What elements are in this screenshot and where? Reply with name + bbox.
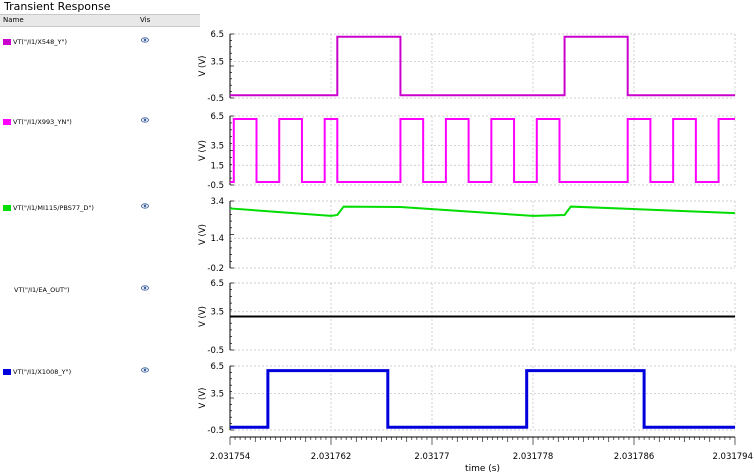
signal-trace[interactable] xyxy=(230,35,735,97)
signal-color-swatch xyxy=(3,369,11,375)
signal-trace[interactable] xyxy=(230,117,735,184)
eye-icon[interactable] xyxy=(141,36,149,44)
x-tick-label: 2.031794 xyxy=(712,452,753,462)
subplot-1: 6.5 3.5 -0.5 V (V) xyxy=(198,30,736,104)
y-tick-label: 1.4 xyxy=(210,234,224,244)
subplot-2: 6.5 3.5 1.5 -0.5 V (V) xyxy=(198,112,736,191)
y-tick-label: 3.5 xyxy=(210,142,224,152)
y-tick-label: 3.5 xyxy=(210,308,224,318)
y-axis-label: V (V) xyxy=(198,56,208,77)
signal-name: VT("/I1/X993_YN") xyxy=(13,118,72,126)
subplot-4: 6.5 3.5 -0.5 V (V) xyxy=(198,279,736,356)
x-tick-label: 2.031754 xyxy=(210,452,251,462)
x-axis: 2.031754 2.031762 2.03177 2.031778 2.031786 2… xyxy=(210,436,753,474)
signal-name: VT("/I1/X1008_Y") xyxy=(13,368,72,376)
y-tick-label: -0.5 xyxy=(207,346,224,356)
signal-trace[interactable] xyxy=(230,369,735,429)
y-tick-label: 6.5 xyxy=(210,279,224,289)
subplot-3: 3.4 1.4 -0.2 V (V) xyxy=(198,197,736,274)
y-tick-label: 3.5 xyxy=(210,57,224,67)
signal-name: VT("/I1/X548_Y") xyxy=(13,38,67,46)
signal-name: VT("/I1/MI115/PBS77_D") xyxy=(13,204,94,212)
y-axis-label: V (V) xyxy=(198,224,208,245)
signal-color-swatch xyxy=(3,119,11,125)
signal-name: VT("/I1/EA_OUT") xyxy=(14,286,70,294)
signal-list-item[interactable]: VT("/I1/X1008_Y") xyxy=(0,367,200,379)
x-tick-label: 2.031762 xyxy=(311,452,352,462)
y-tick-label: 6.5 xyxy=(210,30,224,40)
signal-list-header: Name Vis xyxy=(0,14,200,27)
y-tick-label: 6.5 xyxy=(210,112,224,122)
signal-list-item[interactable]: VT("/I1/X993_YN") xyxy=(0,117,200,129)
y-tick-label: 1.5 xyxy=(210,161,224,171)
x-tick-label: 2.031786 xyxy=(614,452,655,462)
signal-color-swatch xyxy=(3,39,11,45)
x-axis-label: time (s) xyxy=(465,464,500,474)
signal-list-item[interactable]: VT("/I1/MI115/PBS77_D") xyxy=(0,203,200,215)
y-tick-label: -0.2 xyxy=(207,264,224,274)
y-tick-label: 6.5 xyxy=(210,362,224,372)
name-column-header[interactable]: Name xyxy=(3,16,24,24)
signal-trace[interactable] xyxy=(229,205,736,217)
window-title: Transient Response xyxy=(4,0,111,13)
signal-list-item[interactable]: VT("/I1/EA_OUT") xyxy=(0,285,200,297)
subplot-5: 6.5 3.5 -0.5 V (V) xyxy=(198,362,736,436)
signal-color-swatch xyxy=(3,205,11,211)
y-tick-label: -0.5 xyxy=(207,181,224,191)
y-tick-label: 3.5 xyxy=(210,389,224,399)
eye-icon[interactable] xyxy=(141,202,149,210)
y-tick-label: -0.5 xyxy=(207,426,224,436)
y-axis-label: V (V) xyxy=(198,306,208,327)
signal-list-item[interactable]: VT("/I1/X548_Y") xyxy=(0,37,200,49)
eye-icon[interactable] xyxy=(141,116,149,124)
eye-icon[interactable] xyxy=(141,366,149,374)
x-tick-label: 2.031778 xyxy=(513,452,554,462)
eye-icon[interactable] xyxy=(141,284,149,292)
y-tick-label: -0.5 xyxy=(207,94,224,104)
vis-column-header[interactable]: Vis xyxy=(140,16,151,24)
y-tick-label: 3.4 xyxy=(210,197,224,207)
y-axis-label: V (V) xyxy=(198,140,208,161)
y-axis-label: V (V) xyxy=(198,388,208,409)
x-tick-label: 2.03177 xyxy=(414,452,449,462)
